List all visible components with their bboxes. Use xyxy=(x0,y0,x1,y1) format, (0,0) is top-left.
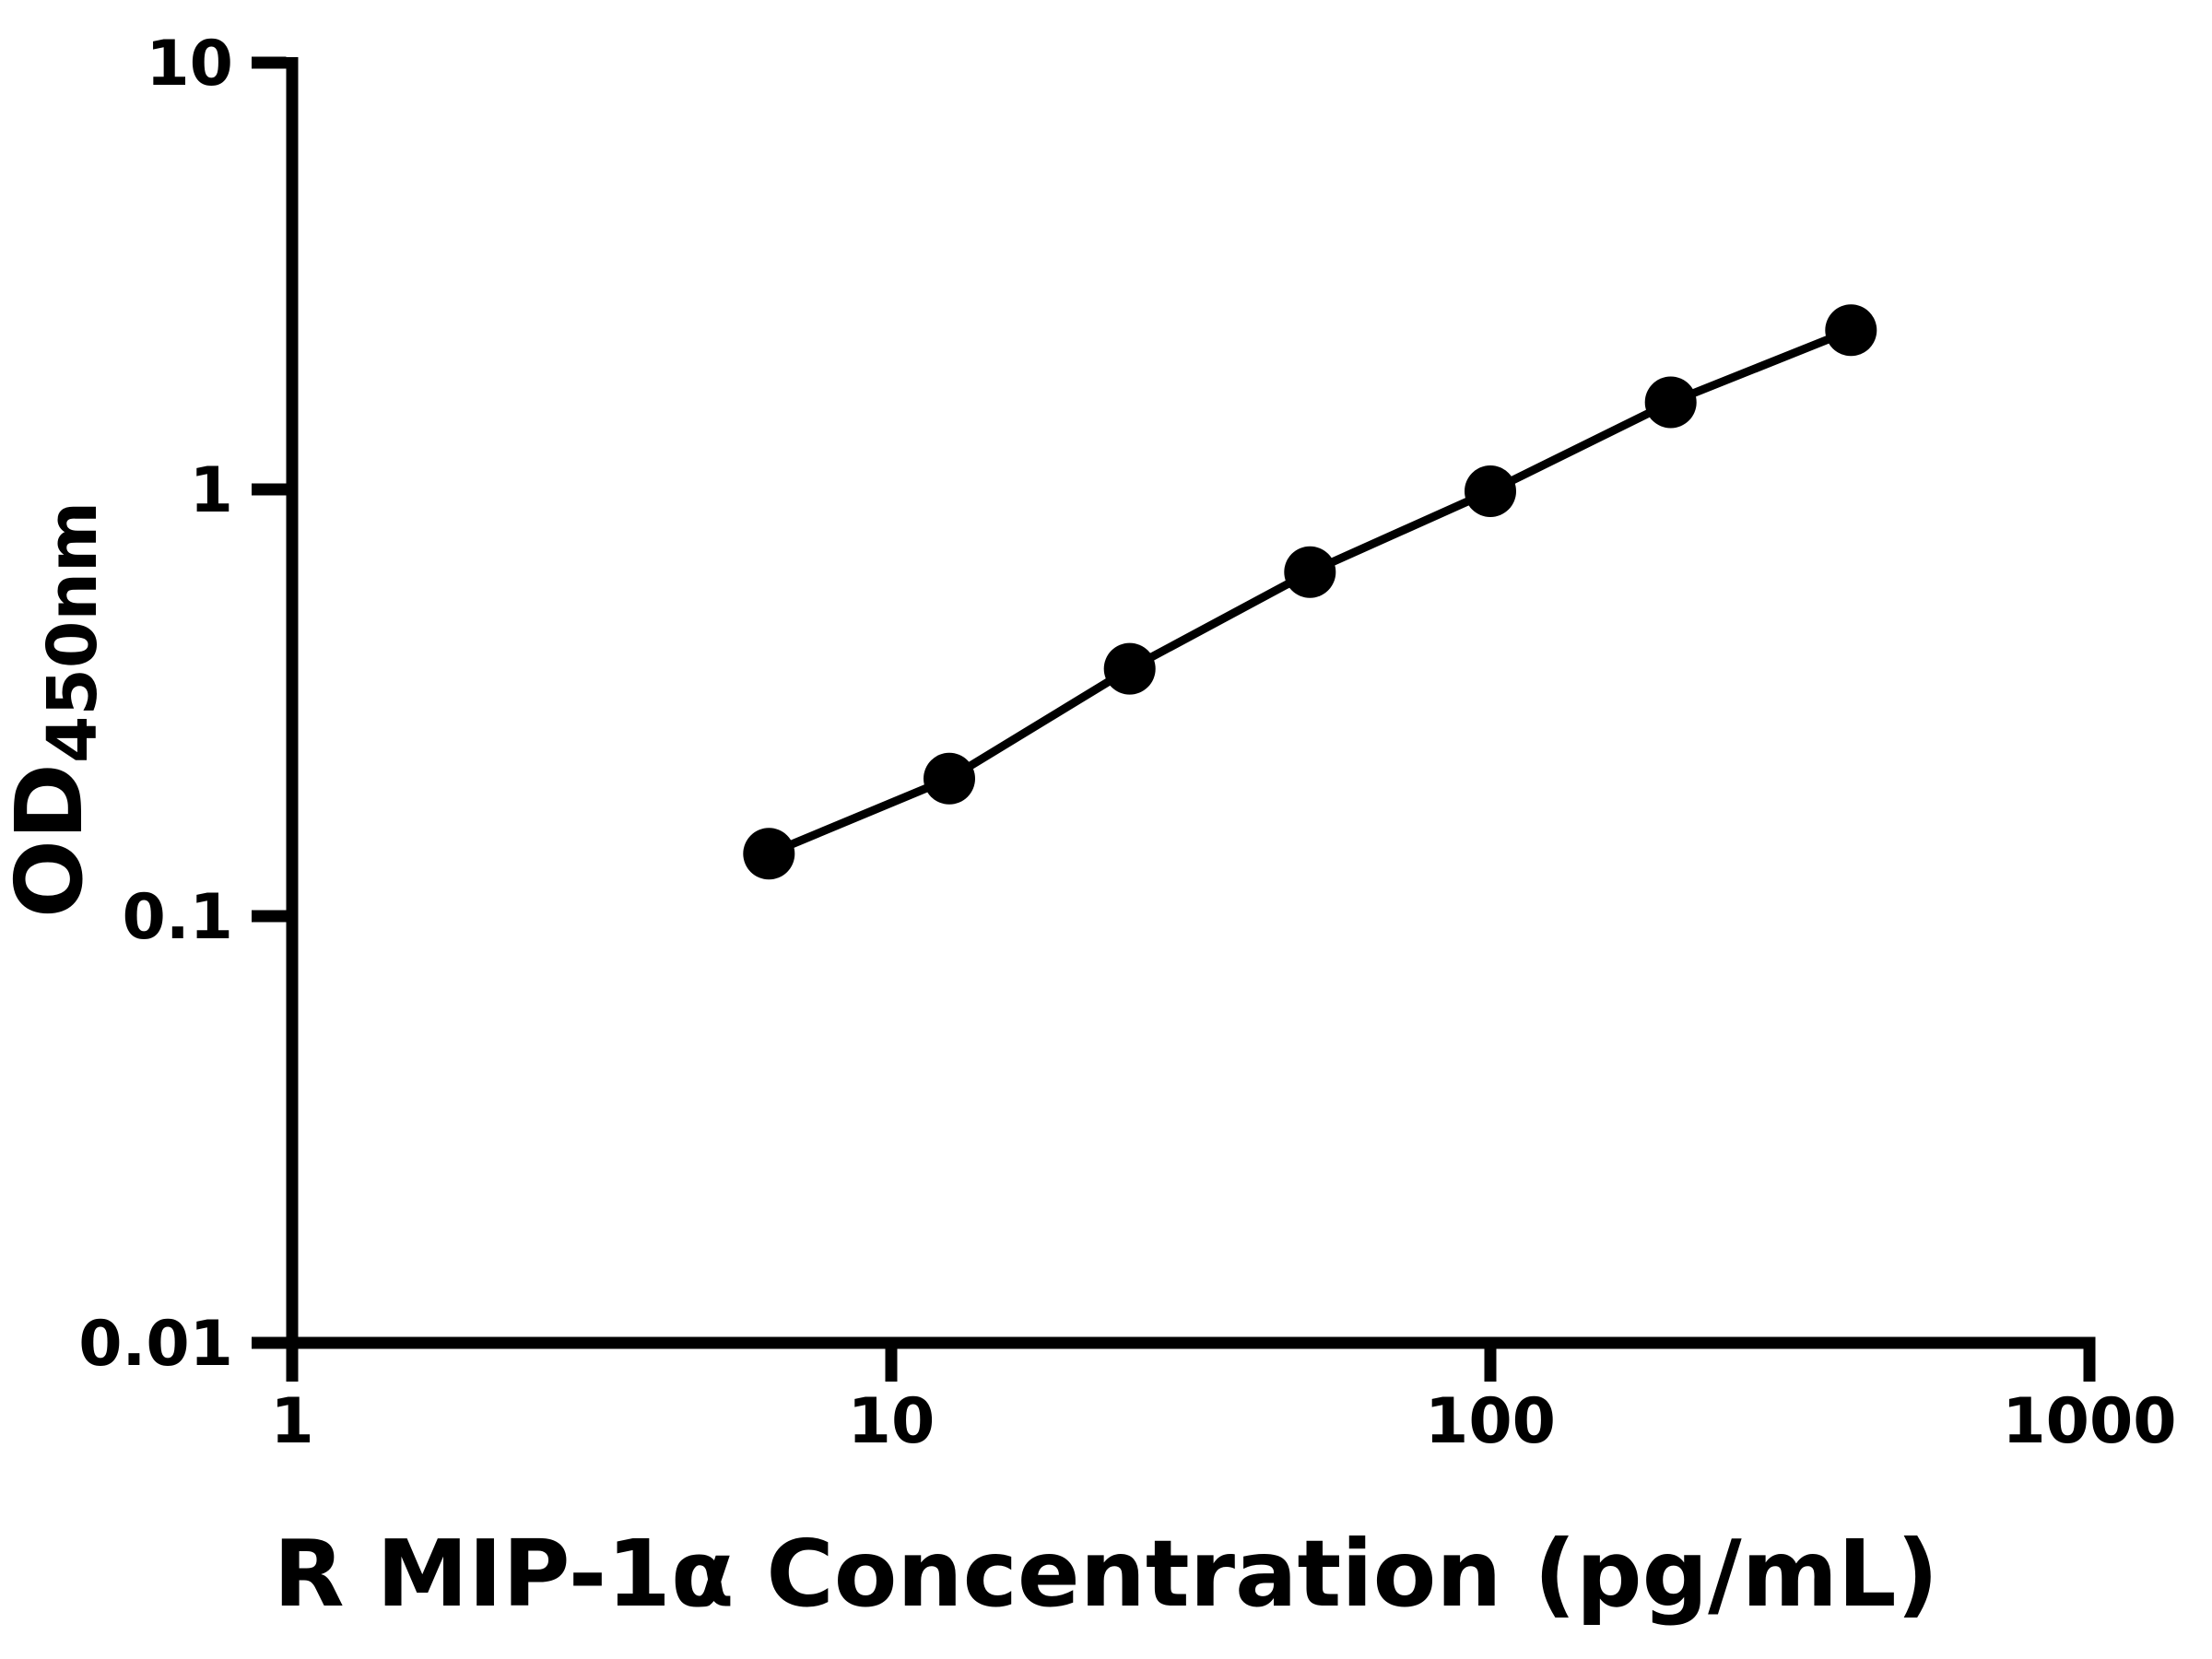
x-axis-title: R MIP-1α Concentration (pg/mL) xyxy=(274,1520,1939,1628)
data-point xyxy=(1465,465,1516,517)
data-point xyxy=(1103,642,1156,695)
data-point xyxy=(1284,546,1336,598)
x-tick-label: 100 xyxy=(1425,1385,1556,1458)
y-tick-label: 10 xyxy=(146,28,233,100)
x-tick-label: 1 xyxy=(270,1385,313,1458)
y-tick-label: 1 xyxy=(190,454,233,527)
axes xyxy=(286,57,2096,1349)
y-axis-title: OD450nm xyxy=(0,501,112,918)
x-tick-label: 10 xyxy=(848,1385,935,1458)
y-axis-title-subscript: 450nm xyxy=(33,501,112,763)
data-point xyxy=(924,752,975,805)
ticks xyxy=(252,56,2096,1382)
x-tick-label: 1000 xyxy=(2002,1385,2176,1458)
y-tick-label: 0.01 xyxy=(78,1308,233,1381)
tick-labels: 10 1 0.1 0.01 1 10 100 1000 xyxy=(78,28,2176,1458)
data-point xyxy=(1644,376,1697,429)
y-axis-title-main: OD xyxy=(0,763,103,918)
data-point xyxy=(1825,304,1877,357)
y-tick-label: 0.1 xyxy=(123,881,233,954)
data-series xyxy=(743,304,1877,880)
data-point xyxy=(743,828,795,880)
